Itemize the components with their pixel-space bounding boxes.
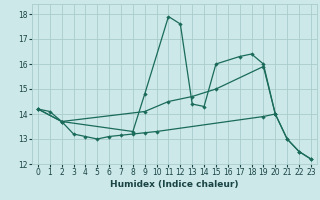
X-axis label: Humidex (Indice chaleur): Humidex (Indice chaleur)	[110, 180, 239, 189]
